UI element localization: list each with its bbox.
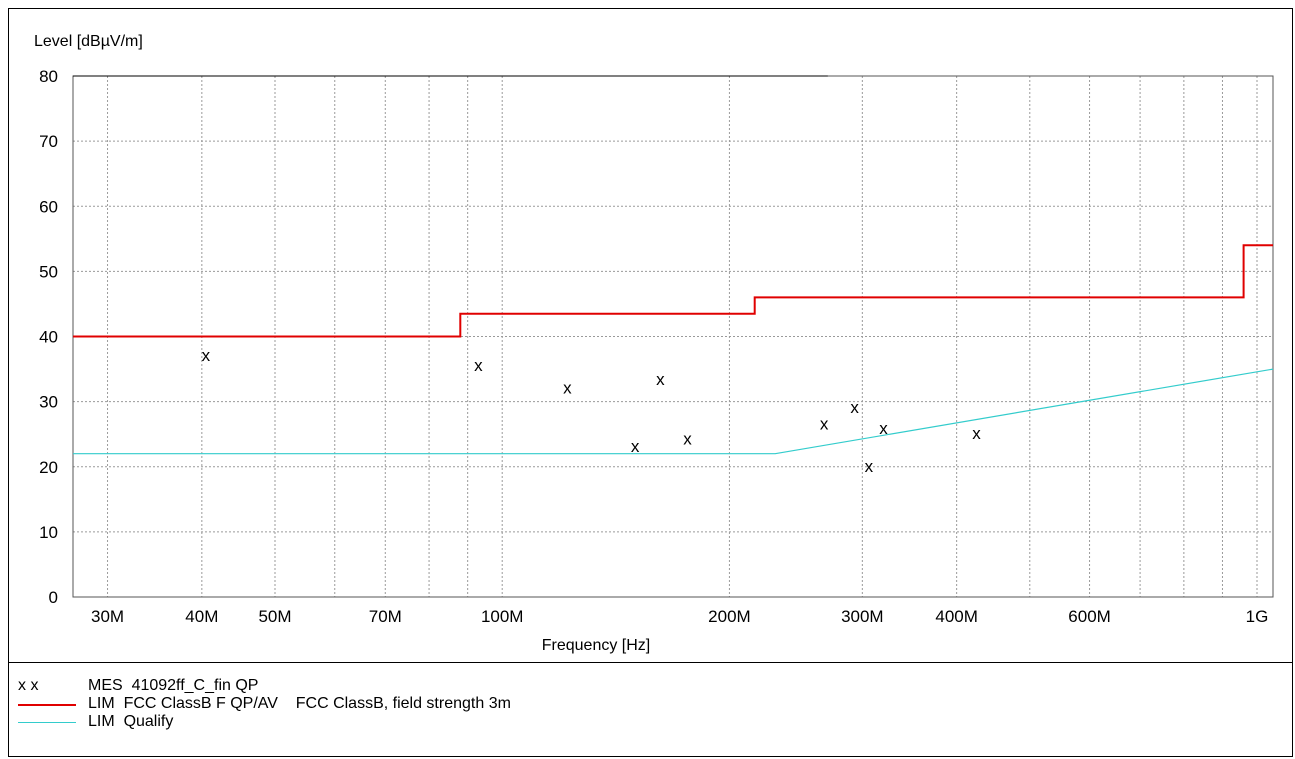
measurement-point: x [683,429,692,448]
x-axis-label: Frequency [Hz] [542,637,650,654]
measurement-point: x [972,424,981,443]
y-tick-label: 30 [39,393,58,412]
x-tick-labels: 30M 40M 50M 70M 100M 200M 300M 400M 600M 1G [91,607,1268,626]
measurement-point: x [865,457,874,476]
measurement-point: x [202,346,211,365]
chart-frame [8,8,1293,757]
legend-label-qualify: LIM Qualify [88,713,174,730]
legend-x-marker-symbol: x x [18,677,39,694]
y-tick-labels: 0 10 20 30 40 50 60 70 80 [39,67,58,607]
x-tick-label: 300M [841,607,884,626]
measurement-point: x [631,437,640,456]
legend-label-measurement: MES 41092ff_C_fin QP [88,677,259,694]
y-tick-label: 60 [39,197,58,216]
y-tick-label: 70 [39,132,58,151]
fcc-limit-line [73,244,1273,338]
legend-item-qualify: LIM Qualify [18,713,1218,731]
x-tick-label: 1G [1246,607,1269,626]
measurement-point: x [850,398,859,417]
x-tick-label: 70M [369,607,402,626]
legend-separator [8,662,1293,663]
y-tick-label: 80 [39,67,58,86]
measurement-point: x [879,419,888,438]
measurement-point: x [820,414,829,433]
legend-label-fcc-limit: LIM FCC ClassB F QP/AV FCC ClassB, field… [88,695,511,712]
legend-item-fcc-limit: LIM FCC ClassB F QP/AV FCC ClassB, field… [18,695,1218,713]
legend-red-line-symbol [18,704,76,706]
legend-item-measurement: x x MES 41092ff_C_fin QP [18,677,1218,695]
x-tick-label: 600M [1068,607,1111,626]
y-tick-label: 10 [39,523,58,542]
y-tick-label: 20 [39,458,58,477]
x-tick-label: 30M [91,607,124,626]
measurement-point: x [563,379,572,398]
measurement-point: x [656,370,665,389]
x-tick-label: 40M [185,607,218,626]
y-tick-label: 50 [39,262,58,281]
x-tick-label: 50M [258,607,291,626]
y-tick-label: 40 [39,328,58,347]
emission-plot: Level [dBµV/m] Frequency [Hz] 0 10 20 30 40 5… [34,33,1274,654]
y-tick-label: 0 [49,588,58,607]
qualify-limit-line [73,368,1274,455]
x-tick-label: 200M [708,607,751,626]
x-tick-label: 400M [935,607,978,626]
y-axis-label: Level [dBµV/m] [34,33,143,50]
x-tick-label: 100M [481,607,524,626]
legend-cyan-line-symbol [18,722,76,723]
measurement-point: x [474,356,483,375]
